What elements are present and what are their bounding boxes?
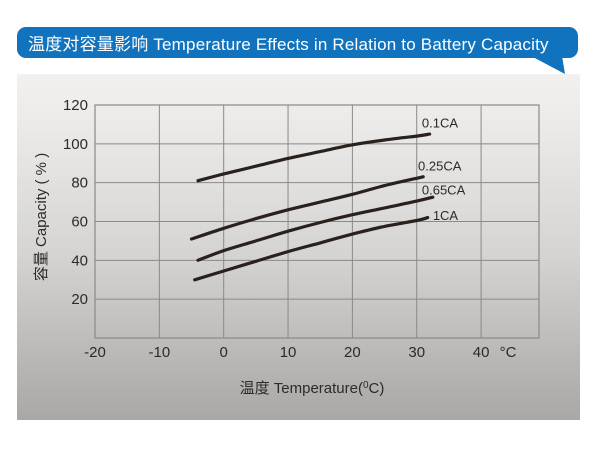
x-tick-label: 20 — [344, 344, 361, 361]
y-tick-label: 40 — [71, 252, 88, 269]
banner-tail-icon — [531, 56, 565, 74]
series-label-0.25CA: 0.25CA — [418, 159, 462, 174]
y-tick-label: 100 — [63, 136, 88, 153]
series-line-1CA — [193, 216, 430, 282]
series-label-0.65CA: 0.65CA — [422, 182, 466, 197]
y-tick-label: 60 — [71, 214, 88, 231]
y-tick-label: 20 — [71, 291, 88, 308]
y-tick-label: 80 — [71, 175, 88, 192]
x-axis-label: 温度 Temperature(0C) — [240, 380, 385, 397]
series-label-0.1CA: 0.1CA — [422, 116, 458, 131]
x-tick-label: 30 — [408, 344, 425, 361]
series-line-0.1CA — [196, 132, 432, 183]
x-tick-label: -20 — [84, 344, 106, 361]
x-tick-label: 10 — [280, 344, 297, 361]
plot-border — [94, 104, 540, 339]
chart-panel — [17, 74, 580, 420]
page-title: 温度对容量影响 Temperature Effects in Relation … — [28, 35, 549, 54]
speech-bubble-tail-shape — [531, 56, 565, 74]
series-line-0.65CA — [196, 195, 435, 262]
y-axis-label: 容量 Capacity ( % ) — [33, 153, 50, 281]
title-banner: 温度对容量影响 Temperature Effects in Relation … — [17, 27, 578, 58]
x-tick-label: 0 — [220, 344, 228, 361]
series-line-0.25CA — [189, 175, 425, 241]
y-tick-label: 120 — [63, 97, 88, 114]
x-tick-label: 40 — [473, 344, 490, 361]
x-tick-label: -10 — [149, 344, 171, 361]
series-label-1CA: 1CA — [433, 208, 459, 223]
x-axis-unit: °C — [500, 344, 517, 361]
